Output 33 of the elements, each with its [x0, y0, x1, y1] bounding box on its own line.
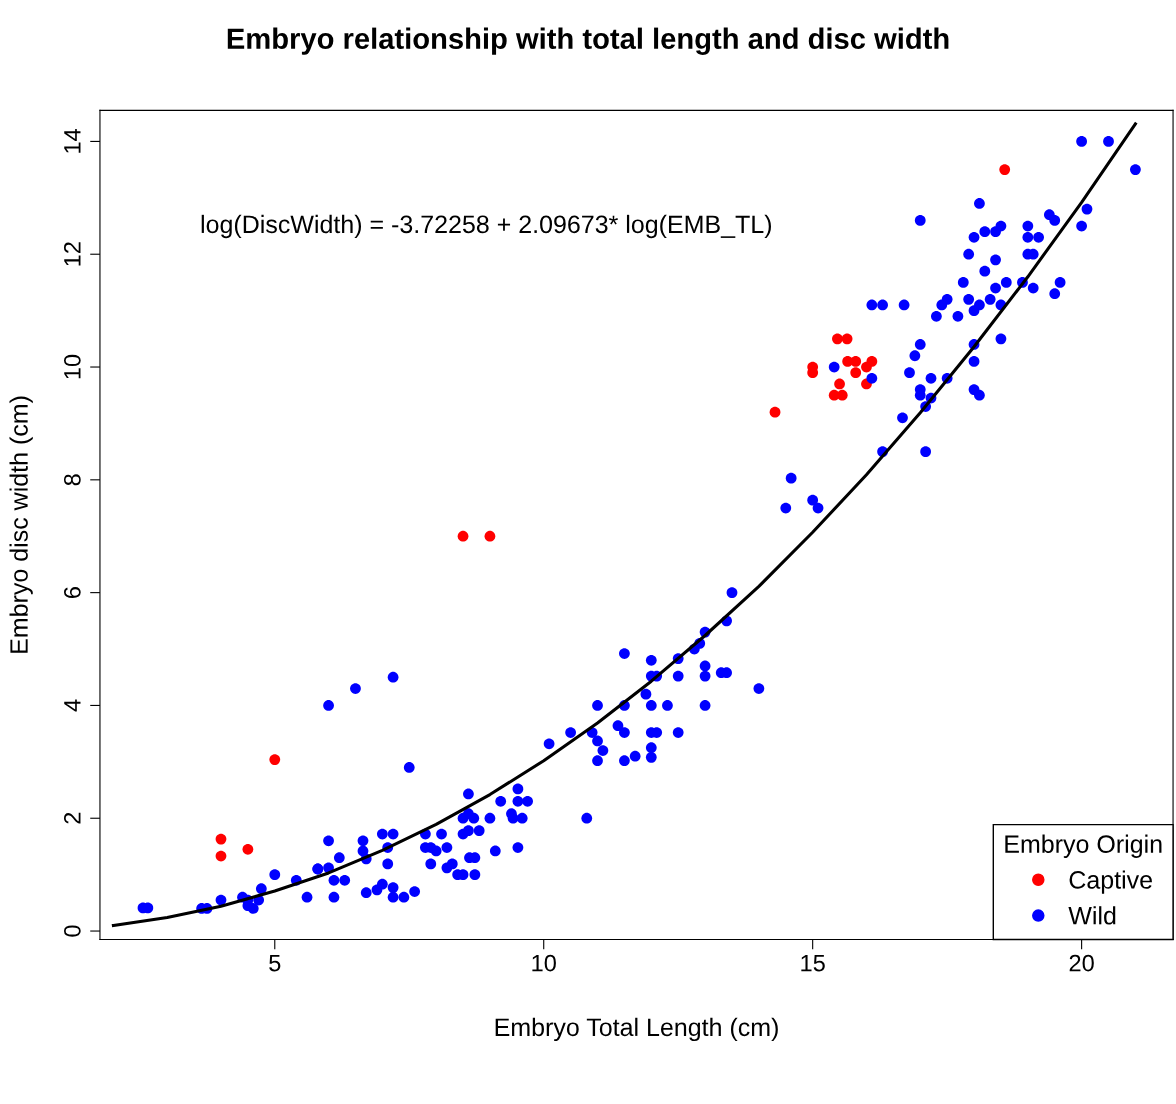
y-tick-label: 14	[64, 128, 81, 153]
point	[215, 850, 227, 862]
point	[484, 530, 496, 542]
annotation: log(DiscWidth) = -3.72258 + 2.09673* log(EMB_TL)	[201, 214, 771, 239]
point	[215, 833, 227, 845]
point	[269, 754, 281, 765]
x-tick-label: 15	[801, 954, 825, 972]
y-tick-label: 0	[63, 925, 81, 937]
legend-label: Captive	[1069, 870, 1152, 894]
point	[850, 367, 862, 379]
point	[769, 406, 781, 418]
legend-title: Embryo Origin	[1005, 834, 1162, 858]
y-tick-label: 12	[63, 242, 81, 266]
x-tick-label: 10	[532, 954, 556, 972]
y-tick-label: 10	[63, 354, 81, 379]
point	[866, 356, 878, 367]
y-tick-label: 2	[63, 812, 81, 824]
point	[850, 356, 862, 367]
point	[242, 843, 254, 855]
y-tick-label: 6	[63, 587, 81, 598]
point	[841, 333, 853, 345]
point	[999, 164, 1011, 175]
point	[457, 530, 469, 542]
x-tick-label: 5	[269, 954, 281, 972]
legend-label: Wild	[1068, 906, 1116, 925]
point	[832, 333, 843, 345]
chart-title: Embryo relationship with total length and disc width	[227, 27, 949, 55]
point	[834, 378, 845, 390]
x-tick-label: 20	[1069, 954, 1094, 972]
y-axis-title: Embryo disc width (cm)	[9, 396, 33, 653]
y-tick-label: 4	[64, 699, 81, 712]
y-tick-label: 8	[63, 474, 81, 486]
x-axis-title: Embryo Total Length (cm)	[495, 1017, 778, 1042]
